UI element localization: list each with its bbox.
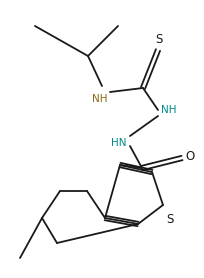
Text: O: O: [184, 150, 193, 163]
Text: HN: HN: [111, 138, 126, 148]
Text: NH: NH: [92, 94, 107, 104]
Text: S: S: [165, 213, 173, 226]
Text: NH: NH: [160, 105, 176, 115]
Text: S: S: [155, 33, 162, 46]
